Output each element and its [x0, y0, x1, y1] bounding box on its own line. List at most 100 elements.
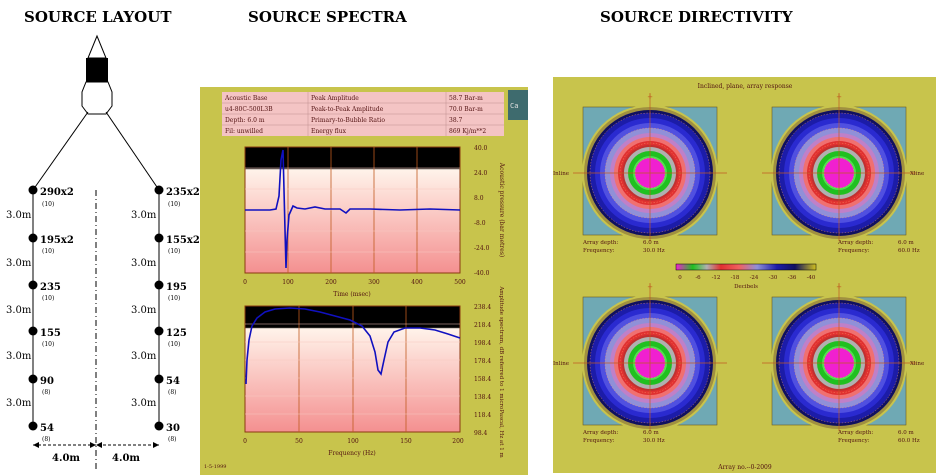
plot2-ytick-7: 98.4 [474, 430, 488, 437]
side-button-label: Ca [510, 102, 518, 110]
plot2-xtick-2: 100 [347, 438, 359, 445]
source-layout-diagram: 290x2 (10) 195x2 (10) 235 (10) 155 (10) … [6, 34, 200, 472]
depth-label-2: Array depth: [582, 430, 618, 436]
gun-left-1: 195x2 (10) [28, 233, 74, 255]
plot1-xticks: 0 100 200 300 400 500 [243, 279, 466, 286]
gun-left-2: 235 (10) [28, 280, 61, 302]
freq-value-0: 30.0 Hz [643, 248, 665, 254]
plot2-xtick-1: 50 [295, 438, 303, 445]
freq-label-2: Frequency: [583, 438, 615, 444]
depth-value-2: 6.0 m [643, 430, 659, 436]
gun-right-5-sub: (8) [168, 436, 177, 443]
spectra-footer: 1-5-1999 [204, 464, 226, 470]
plot2-ytick-5: 138.4 [474, 394, 491, 401]
gun-left-3-label: 155 [40, 328, 61, 339]
plot2-ytick-0: 238.4 [474, 304, 491, 311]
colorbar: 0 -6 -12 -18 -24 -30 -36 -40 Decibels [675, 263, 817, 290]
crosshair-mark-3: + [836, 283, 842, 291]
separation-right-label: 4.0m [112, 453, 140, 464]
gun-right-2-sub: (10) [168, 295, 180, 302]
plot1-xtick-1: 100 [282, 279, 294, 286]
table-r1-c2: 70.0 Bar-m [449, 106, 483, 113]
gun-right-3-label: 125 [166, 328, 187, 339]
plot2-xtick-3: 150 [400, 438, 412, 445]
source-directivity-heading: SOURCE DIRECTIVITY [600, 8, 793, 26]
table-r0-c2: 58.7 Bar-m [449, 95, 483, 102]
plot1-xlabel: Time (msec) [333, 291, 370, 298]
amplitude-spectrum-plot: 238.4 218.4 198.4 178.4 158.4 138.4 118.… [243, 285, 504, 458]
spacing-right-3: 3.0m [131, 351, 157, 362]
crosshair-mark-2: + [647, 283, 653, 291]
table-r3-c0: Fil: unwilled [225, 128, 263, 135]
spacing-left-2: 3.0m [6, 305, 32, 316]
plot1-yticks: 40.0 24.0 8.0 -8.0 -24.0 -40.0 [474, 145, 490, 277]
gun-right-4-label: 54 [166, 376, 180, 387]
vessel-icon [81, 34, 113, 115]
table-r0-c0: Acoustic Base [224, 95, 268, 102]
plot1-ytick-4: -24.0 [474, 245, 490, 252]
gun-left-0-sub: (10) [42, 201, 54, 208]
gun-right-2-label: 195 [166, 282, 187, 293]
colorbar-tick-4: -24 [750, 275, 759, 281]
depth-label-3: Array depth: [837, 430, 873, 436]
directivity-plot-0: + Inline Array depth: 6.0 m Frequency: 30.0 H… [553, 93, 727, 254]
plot2-ytick-4: 158.4 [474, 376, 491, 383]
gun-right-0-sub: (10) [168, 201, 180, 208]
gun-right-1-label: 155x2 [166, 235, 200, 246]
directivity-side-label-3: Xline [910, 361, 924, 367]
plot1-ytick-3: -8.0 [474, 220, 486, 227]
spacing-right-1: 3.0m [131, 258, 157, 269]
gun-left-3: 155 (10) [28, 326, 61, 348]
depth-label-0: Array depth: [582, 240, 618, 246]
spacing-right-0: 3.0m [131, 210, 157, 221]
table-r2-c1: Primary-to-Bubble Ratio [311, 117, 385, 124]
spacing-right-4: 3.0m [131, 398, 157, 409]
side-button[interactable] [508, 90, 528, 120]
source-layout-heading: SOURCE LAYOUT [24, 8, 172, 26]
spacing-left-4: 3.0m [6, 398, 32, 409]
depth-label-1: Array depth: [837, 240, 873, 246]
plot1-ytick-0: 40.0 [474, 145, 488, 152]
colorbar-tick-3: -18 [731, 275, 740, 281]
plot2-xlabel: Frequency (Hz) [328, 450, 375, 457]
tow-line-left [32, 111, 89, 191]
plot1-xtick-0: 0 [243, 279, 247, 286]
source-spectra-panel: Ca Acoustic Base Peak Amplitude 58.7 Bar… [200, 87, 528, 475]
plot1-ytick-1: 24.0 [474, 170, 488, 177]
plot1-ytick-5: -40.0 [474, 270, 490, 277]
colorbar-tick-7: -40 [807, 275, 816, 281]
plot2-xtick-4: 200 [452, 438, 464, 445]
directivity-footer: Array no.--0-2009 [717, 464, 772, 471]
tow-line-right [105, 111, 160, 191]
depth-value-0: 6.0 m [643, 240, 659, 246]
table-r0-c1: Peak Amplitude [311, 95, 359, 102]
separation-dimension: 4.0m 4.0m [33, 442, 159, 464]
time-signature-plot: 40.0 24.0 8.0 -8.0 -24.0 -40.0 0 100 200… [243, 145, 505, 298]
gun-left-5: 54 (8) [28, 421, 54, 443]
gun-right-4: 54 (8) [154, 374, 180, 396]
table-r3-c1: Energy flux [311, 128, 347, 135]
colorbar-tick-0: 0 [678, 275, 682, 281]
table-r3-c2: 869 Kj/m**2 [449, 128, 486, 135]
plot1-xtick-4: 400 [411, 279, 423, 286]
directivity-plot-1: + Xline Array depth: 6.0 m Frequency: 60.0 Hz [762, 93, 924, 254]
source-spectra-heading: SOURCE SPECTRA [248, 8, 407, 26]
gun-left-4: 90 (8) [28, 374, 54, 396]
colorbar-tick-2: -12 [712, 275, 721, 281]
gun-left-4-label: 90 [40, 376, 54, 387]
directivity-side-label-0: Inline [553, 171, 569, 177]
plot1-ytick-2: 8.0 [474, 195, 484, 202]
plot2-yticks: 238.4 218.4 198.4 178.4 158.4 138.4 118.… [474, 304, 491, 437]
gun-left-1-sub: (10) [42, 248, 54, 255]
gun-left-2-label: 235 [40, 282, 61, 293]
pressure-trace [245, 149, 461, 269]
plot2-ytick-3: 178.4 [474, 358, 491, 365]
gun-right-5-label: 30 [166, 423, 180, 434]
depth-value-3: 6.0 m [898, 430, 914, 436]
gun-right-1: 155x2 (10) [154, 233, 200, 255]
gun-left-5-sub: (8) [42, 436, 51, 443]
plot2-ytick-1: 218.4 [474, 322, 491, 329]
colorbar-tick-1: -6 [695, 275, 701, 281]
info-table: Acoustic Base Peak Amplitude 58.7 Bar-m … [222, 92, 504, 136]
freq-label-1: Frequency: [838, 248, 870, 254]
